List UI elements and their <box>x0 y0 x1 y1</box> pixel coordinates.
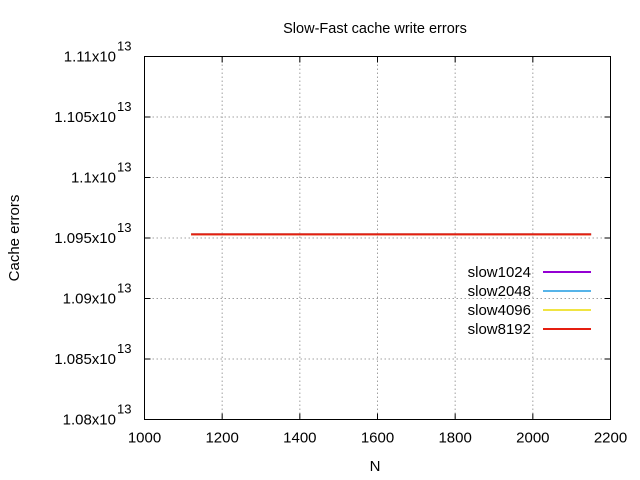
y-tick-exponent: 13 <box>117 341 131 356</box>
y-tick-label: 1.09x10 <box>63 291 116 308</box>
x-tick-label: 1600 <box>361 430 394 447</box>
chart-title: Slow-Fast cache write errors <box>283 21 467 37</box>
legend: slow1024 slow2048 slow4096 slow8192 <box>468 264 591 338</box>
y-tick-label: 1.08x10 <box>63 412 116 429</box>
x-tick-label: 1200 <box>205 430 238 447</box>
x-tick-label: 1400 <box>283 430 316 447</box>
y-tick-exponent: 13 <box>117 99 131 114</box>
y-tick-exponent: 13 <box>117 220 131 235</box>
legend-label: slow4096 <box>468 302 531 319</box>
x-tick-label: 2200 <box>594 430 627 447</box>
axis-ticks: 1000 1200 1400 1600 1800 2000 22001.08x10131.0… <box>54 39 627 447</box>
y-tick-exponent: 13 <box>117 160 131 175</box>
y-tick-exponent: 13 <box>117 281 131 296</box>
y-axis-label: Cache errors <box>6 195 23 282</box>
y-tick-label: 1.105x10 <box>54 109 116 126</box>
y-tick-exponent: 13 <box>117 39 131 54</box>
y-tick-label: 1.095x10 <box>54 230 116 247</box>
grid-lines <box>144 56 611 420</box>
x-tick-label: 1800 <box>438 430 471 447</box>
x-tick-label: 2000 <box>516 430 549 447</box>
legend-label: slow1024 <box>468 264 531 281</box>
x-axis-label: N <box>370 458 381 475</box>
y-tick-label: 1.085x10 <box>54 351 116 368</box>
y-tick-label: 1.1x10 <box>71 170 116 187</box>
y-tick-label: 1.11x10 <box>64 49 116 66</box>
y-tick-exponent: 13 <box>117 402 131 417</box>
legend-label: slow8192 <box>468 321 531 338</box>
legend-label: slow2048 <box>468 283 531 300</box>
x-tick-label: 1000 <box>128 430 161 447</box>
